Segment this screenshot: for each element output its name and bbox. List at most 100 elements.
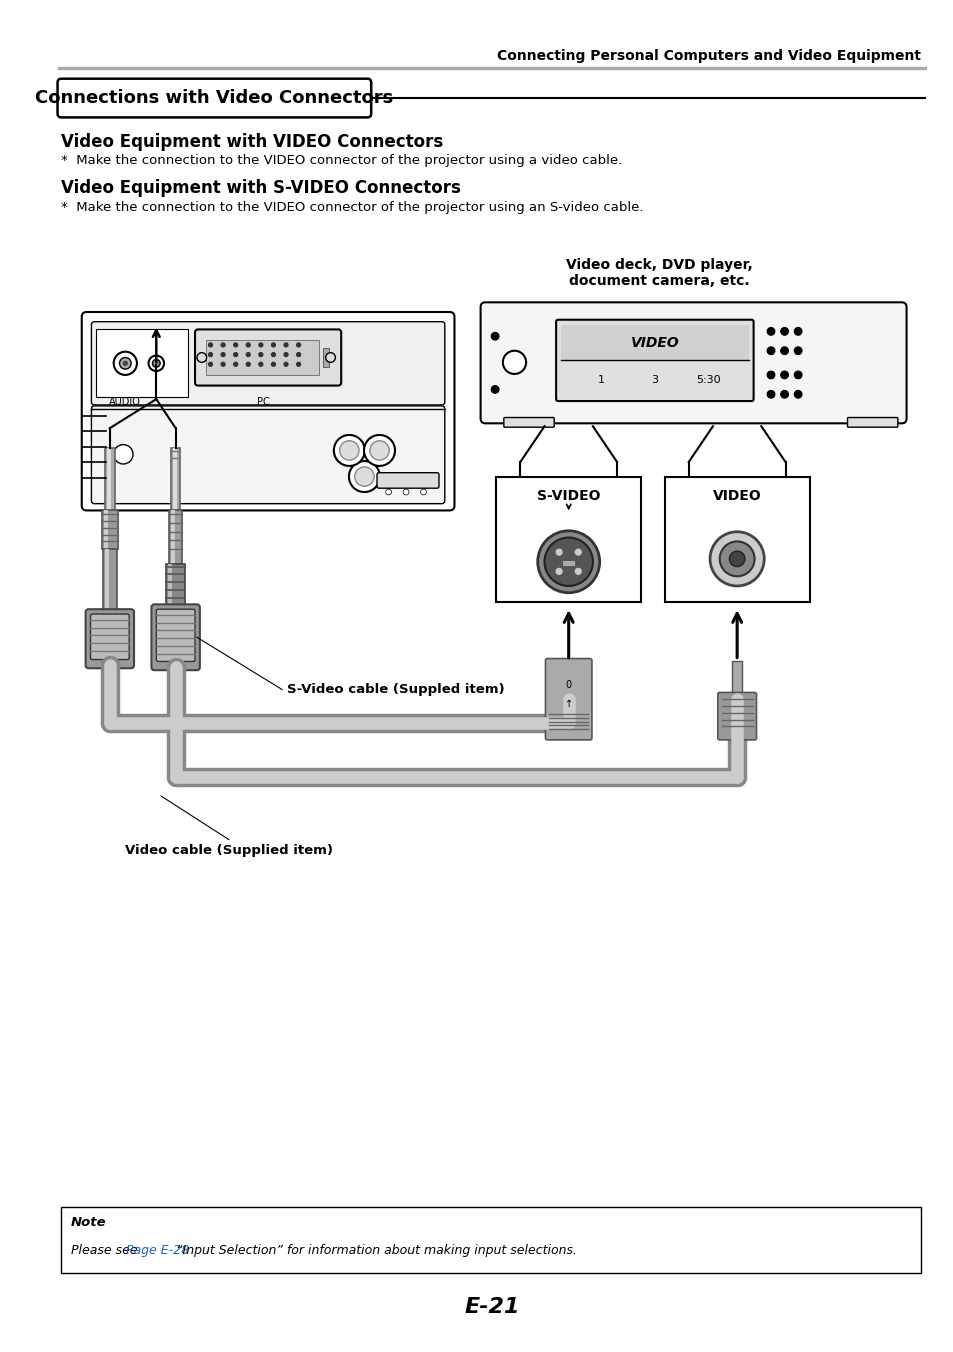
Circle shape [296, 353, 300, 357]
Circle shape [544, 538, 592, 585]
Circle shape [766, 370, 774, 379]
Bar [664, 476, 809, 603]
Bar [496, 476, 640, 603]
Bar [61, 1207, 920, 1274]
Circle shape [794, 327, 801, 335]
Circle shape [719, 541, 754, 576]
Circle shape [258, 343, 262, 347]
Text: Video deck, DVD player,
document camera, etc.: Video deck, DVD player, document camera,… [566, 258, 752, 288]
Text: ↑: ↑ [564, 699, 572, 708]
Circle shape [258, 362, 262, 366]
Bar [171, 511, 174, 564]
Bar [732, 661, 741, 695]
Text: S-Video cable (Suppled item): S-Video cable (Suppled item) [287, 683, 504, 696]
Bar [322, 347, 328, 368]
Circle shape [258, 353, 262, 357]
FancyBboxPatch shape [717, 692, 756, 740]
Text: 3: 3 [651, 375, 658, 385]
Circle shape [780, 391, 787, 397]
Text: VIDEO: VIDEO [630, 337, 679, 350]
Text: *  Make the connection to the VIDEO connector of the projector using a video cab: * Make the connection to the VIDEO conne… [61, 154, 622, 168]
Circle shape [113, 352, 137, 375]
Circle shape [349, 461, 379, 492]
Text: *  Make the connection to the VIDEO connector of the projector using an S-video : * Make the connection to the VIDEO conne… [61, 200, 643, 214]
Text: 1: 1 [598, 375, 604, 385]
Circle shape [233, 353, 237, 357]
Text: AUDIO: AUDIO [110, 397, 141, 407]
Circle shape [339, 441, 358, 460]
Circle shape [370, 441, 389, 460]
Bar [206, 341, 318, 375]
Bar [105, 448, 114, 511]
Circle shape [491, 385, 498, 393]
Bar [172, 448, 176, 511]
Bar [562, 561, 574, 565]
Circle shape [246, 343, 250, 347]
Circle shape [355, 466, 374, 487]
Circle shape [149, 356, 164, 370]
Circle shape [221, 343, 225, 347]
Circle shape [780, 370, 787, 379]
Circle shape [729, 552, 744, 566]
Circle shape [113, 445, 132, 464]
Circle shape [420, 489, 426, 495]
Circle shape [766, 391, 774, 397]
Circle shape [246, 362, 250, 366]
Circle shape [233, 343, 237, 347]
Text: PC: PC [257, 397, 270, 407]
Circle shape [780, 347, 787, 354]
Circle shape [284, 343, 288, 347]
Bar [166, 564, 185, 607]
FancyBboxPatch shape [376, 473, 438, 488]
Bar [105, 549, 109, 612]
Bar [102, 511, 117, 549]
Circle shape [537, 531, 599, 592]
Circle shape [152, 360, 160, 368]
Circle shape [284, 362, 288, 366]
Circle shape [272, 353, 275, 357]
FancyBboxPatch shape [156, 610, 194, 661]
Circle shape [284, 353, 288, 357]
FancyBboxPatch shape [846, 418, 897, 427]
FancyBboxPatch shape [91, 322, 444, 406]
Circle shape [556, 549, 561, 556]
Circle shape [325, 353, 335, 362]
Circle shape [709, 531, 763, 585]
FancyBboxPatch shape [503, 418, 554, 427]
Circle shape [196, 353, 207, 362]
Text: Connecting Personal Computers and Video Equipment: Connecting Personal Computers and Video … [497, 50, 920, 64]
Circle shape [221, 353, 225, 357]
FancyBboxPatch shape [194, 330, 341, 385]
FancyBboxPatch shape [57, 78, 371, 118]
Circle shape [780, 327, 787, 335]
Text: E-21: E-21 [464, 1297, 519, 1317]
Circle shape [502, 350, 525, 375]
Text: Video Equipment with S-VIDEO Connectors: Video Equipment with S-VIDEO Connectors [61, 180, 461, 197]
Text: VIDEO: VIDEO [712, 489, 760, 503]
FancyBboxPatch shape [152, 604, 199, 671]
Bar [169, 511, 182, 564]
Circle shape [556, 568, 561, 575]
FancyBboxPatch shape [480, 303, 905, 423]
Circle shape [385, 489, 391, 495]
Text: S-VIDEO: S-VIDEO [537, 489, 599, 503]
Circle shape [209, 343, 213, 347]
Circle shape [766, 347, 774, 354]
Circle shape [364, 435, 395, 466]
Circle shape [123, 361, 127, 365]
FancyBboxPatch shape [545, 658, 591, 740]
Circle shape [296, 362, 300, 366]
Circle shape [296, 343, 300, 347]
Circle shape [209, 362, 213, 366]
Text: Video cable (Supplied item): Video cable (Supplied item) [125, 845, 333, 857]
Circle shape [794, 347, 801, 354]
Bar [104, 511, 108, 549]
Circle shape [334, 435, 364, 466]
Text: Please see: Please see [71, 1244, 142, 1256]
Text: 5:30: 5:30 [695, 375, 720, 385]
Circle shape [246, 353, 250, 357]
Circle shape [794, 391, 801, 397]
Circle shape [403, 489, 409, 495]
FancyBboxPatch shape [91, 614, 129, 660]
Text: Video Equipment with VIDEO Connectors: Video Equipment with VIDEO Connectors [61, 132, 443, 151]
